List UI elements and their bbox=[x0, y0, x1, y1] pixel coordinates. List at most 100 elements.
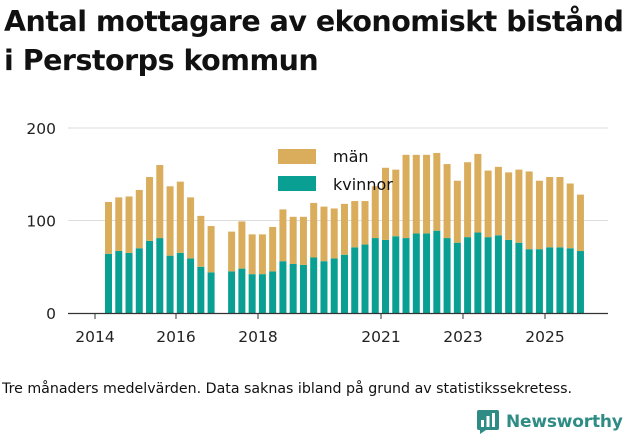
legend: män kvinnor bbox=[278, 147, 393, 194]
bar-man bbox=[453, 180, 461, 243]
x-tick-label: 2018 bbox=[238, 328, 277, 346]
x-tick-label: 2021 bbox=[361, 328, 400, 346]
bar-kvinnor bbox=[464, 237, 472, 313]
bar-kvinnor bbox=[546, 247, 554, 313]
bar-man bbox=[187, 197, 195, 259]
bar-man bbox=[464, 162, 472, 238]
brand[interactable]: Newsworthy bbox=[476, 409, 623, 435]
bar-kvinnor bbox=[105, 253, 112, 313]
legend-swatch-man bbox=[278, 149, 316, 164]
bar-kvinnor bbox=[228, 271, 236, 313]
x-tick-label: 2023 bbox=[443, 328, 482, 346]
bar-man bbox=[515, 169, 523, 243]
bar-man bbox=[371, 186, 379, 239]
bar-kvinnor bbox=[320, 261, 328, 313]
bar-kvinnor bbox=[351, 247, 359, 313]
bar-man bbox=[156, 165, 164, 239]
bar-kvinnor bbox=[156, 238, 164, 313]
bar-kvinnor bbox=[535, 249, 543, 313]
legend-label-kvinnor: kvinnor bbox=[333, 175, 393, 194]
bar-kvinnor bbox=[494, 235, 502, 313]
newsworthy-logo-icon bbox=[477, 410, 499, 434]
bar-man bbox=[576, 194, 584, 252]
bar-man bbox=[566, 183, 574, 249]
bar-kvinnor bbox=[135, 248, 143, 313]
bar-kvinnor bbox=[433, 230, 441, 313]
bar-man bbox=[310, 202, 318, 258]
bar-man bbox=[392, 169, 400, 237]
bar-man bbox=[474, 153, 482, 233]
bar-kvinnor bbox=[453, 242, 461, 313]
bar-kvinnor bbox=[187, 258, 195, 313]
bar-kvinnor bbox=[474, 232, 482, 313]
bar-man bbox=[146, 177, 154, 241]
bar-kvinnor bbox=[166, 255, 174, 313]
bar-kvinnor bbox=[238, 268, 246, 313]
bar-kvinnor bbox=[115, 251, 123, 313]
page-title: Antal mottagare av ekonomiskt bistånd i … bbox=[4, 5, 624, 77]
bar-kvinnor bbox=[361, 244, 369, 313]
bar-kvinnor bbox=[289, 263, 297, 313]
bar-man bbox=[166, 186, 174, 256]
x-tick-label: 2016 bbox=[156, 328, 195, 346]
y-tick-label: 0 bbox=[46, 305, 56, 323]
bar-man bbox=[484, 170, 492, 238]
bar-kvinnor bbox=[310, 257, 318, 313]
bar-man bbox=[269, 226, 277, 272]
bar-kvinnor bbox=[258, 274, 266, 313]
bar-kvinnor bbox=[340, 254, 348, 313]
bar-kvinnor bbox=[515, 242, 523, 313]
bar-man bbox=[320, 206, 328, 262]
bar-man bbox=[135, 189, 143, 249]
bar-man bbox=[535, 180, 543, 250]
bar-man bbox=[340, 203, 348, 255]
y-tick-label: 100 bbox=[26, 213, 56, 231]
bar-man bbox=[505, 172, 513, 240]
legend-swatch-kvinnor bbox=[278, 176, 316, 191]
bar-man bbox=[494, 166, 502, 236]
bar-man bbox=[382, 167, 390, 240]
bar-man bbox=[299, 216, 307, 265]
bar-man bbox=[412, 154, 420, 234]
bar-kvinnor bbox=[176, 252, 184, 313]
bar-man bbox=[351, 201, 359, 248]
bar-kvinnor bbox=[525, 249, 533, 313]
bar-man bbox=[207, 226, 215, 273]
bar-man bbox=[402, 154, 410, 239]
bar-kvinnor bbox=[248, 274, 256, 313]
bar-man bbox=[443, 164, 451, 239]
bar-man bbox=[423, 154, 431, 234]
bar-man bbox=[228, 231, 236, 272]
brand-name: Newsworthy bbox=[506, 412, 623, 432]
bar-kvinnor bbox=[382, 239, 390, 313]
footnote: Tre månaders medelvärden. Data saknas ib… bbox=[2, 381, 572, 397]
bar-kvinnor bbox=[484, 237, 492, 313]
bar-man bbox=[248, 234, 256, 275]
bar-kvinnor bbox=[576, 251, 584, 313]
bar-kvinnor bbox=[412, 233, 420, 313]
legend-label-man: män bbox=[333, 147, 369, 166]
bar-kvinnor bbox=[146, 240, 154, 313]
bar-man bbox=[330, 208, 338, 259]
bar-kvinnor bbox=[556, 247, 564, 313]
bar-man bbox=[197, 215, 205, 267]
bar-kvinnor bbox=[125, 252, 133, 313]
x-tick-label: 2014 bbox=[75, 328, 114, 346]
bar-man bbox=[289, 216, 297, 264]
x-tick-label: 2025 bbox=[525, 328, 564, 346]
bar-man bbox=[176, 181, 184, 253]
bar-man bbox=[525, 171, 533, 250]
bar-kvinnor bbox=[371, 238, 379, 313]
bar-man bbox=[258, 234, 266, 275]
bar-man bbox=[279, 209, 287, 262]
bar-man bbox=[546, 177, 554, 248]
bar-chart: 0 100 200 2014 2016 2018 2021 2023 2025 män kvi… bbox=[26, 120, 608, 346]
bar-kvinnor bbox=[423, 233, 431, 313]
bar-kvinnor bbox=[443, 238, 451, 313]
bar-kvinnor bbox=[392, 236, 400, 313]
bar-man bbox=[115, 197, 123, 252]
bar-kvinnor bbox=[566, 248, 574, 313]
bar-man bbox=[433, 152, 441, 231]
bar-man bbox=[361, 201, 369, 245]
bar-kvinnor bbox=[402, 238, 410, 313]
